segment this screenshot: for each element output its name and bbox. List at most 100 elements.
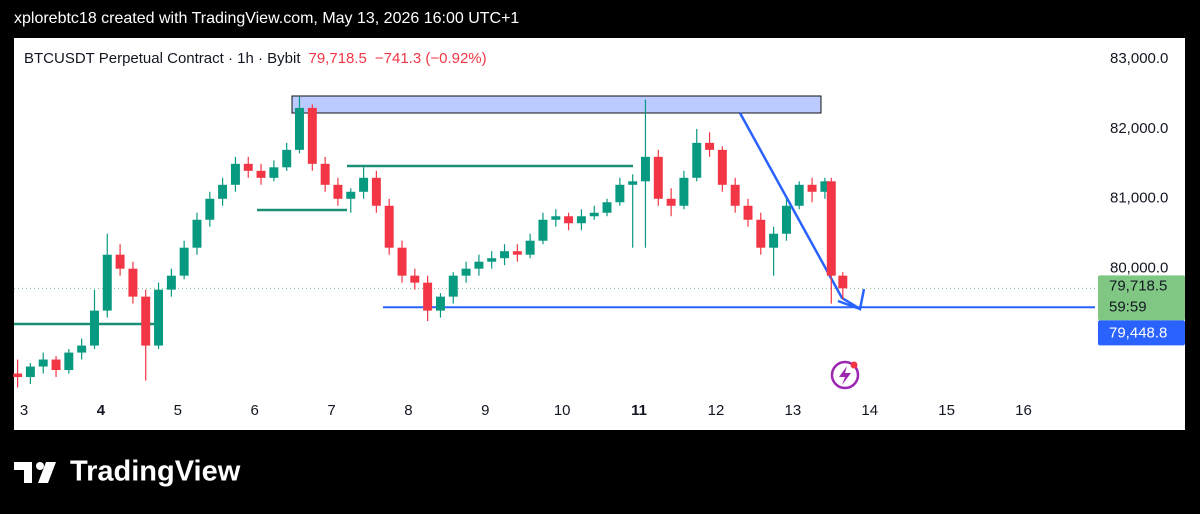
price-label: 79,448.8 — [1109, 324, 1167, 341]
candle-body — [807, 184, 817, 192]
candle-body — [115, 254, 125, 269]
candle-body — [51, 359, 61, 371]
candle-body — [500, 251, 510, 259]
candle-body — [838, 275, 848, 289]
candle-body — [576, 216, 586, 224]
x-tick-label: 12 — [708, 402, 725, 419]
y-tick-label: 81,000.0 — [1110, 190, 1168, 207]
candle-body — [38, 359, 48, 367]
candle-body — [333, 184, 343, 199]
candle-body — [141, 296, 151, 346]
candle-body — [282, 149, 292, 168]
candle-body — [90, 310, 99, 346]
candle-body — [25, 366, 35, 378]
candle-body — [192, 219, 202, 248]
brand-logo — [14, 462, 56, 483]
zone-box — [291, 95, 822, 114]
candle-body — [256, 170, 266, 178]
candle-body — [705, 142, 715, 150]
candle-body — [77, 345, 87, 353]
caption: xplorebtc18 created with TradingView.com… — [14, 10, 519, 27]
x-tick-label: 16 — [1015, 402, 1032, 419]
candle-body — [781, 205, 791, 234]
candle-body — [589, 212, 599, 217]
countdown: 59:59 — [1109, 298, 1147, 315]
candle-body — [538, 219, 548, 241]
candle-body — [743, 205, 753, 220]
icon-bolt — [839, 366, 851, 385]
candle-body — [717, 149, 727, 185]
candle-body — [435, 296, 445, 311]
price-change: −741.3 (−0.92%) — [375, 50, 487, 67]
candle-body — [448, 275, 458, 297]
candle-body — [756, 219, 766, 248]
candle-body — [564, 216, 574, 224]
icon-dot — [850, 361, 858, 369]
x-tick-label: 15 — [938, 402, 955, 419]
candle-body — [307, 107, 317, 164]
price-label-box — [1098, 320, 1185, 346]
symbol: BTCUSDT Perpetual Contract · 1h · Bybit — [24, 50, 301, 67]
icon-ring — [830, 360, 860, 390]
candle-body — [243, 163, 253, 171]
x-tick-label: 3 — [20, 402, 28, 419]
candle-body — [628, 181, 638, 185]
x-tick-label: 11 — [631, 402, 647, 419]
x-tick-label: 4 — [97, 402, 106, 419]
candle-body — [769, 233, 779, 248]
candle-body — [679, 177, 689, 206]
x-tick-label: 6 — [250, 402, 258, 419]
candle-body — [692, 142, 702, 178]
price-label: 79,718.5 — [1109, 277, 1167, 294]
candle-body — [487, 258, 497, 262]
candle-body — [602, 202, 612, 213]
candle-body — [230, 163, 240, 185]
brand-name: TradingView — [70, 456, 241, 488]
candle-body — [423, 282, 433, 311]
symbol-header: BTCUSDT Perpetual Contract · 1h · Bybit 7… — [24, 50, 487, 67]
y-tick-label: 83,000.0 — [1110, 50, 1168, 67]
candle-body — [512, 251, 522, 255]
candle-body — [474, 261, 484, 269]
x-tick-label: 10 — [554, 402, 571, 419]
lightning-icon — [830, 360, 860, 390]
candle-body — [218, 184, 228, 199]
candle-body — [64, 352, 74, 371]
y-tick-label: 80,000.0 — [1110, 260, 1168, 277]
candle-body — [653, 156, 663, 199]
candle-body — [102, 254, 112, 311]
candle-body — [820, 181, 830, 192]
candle-body — [294, 107, 304, 150]
candle-body — [410, 275, 420, 283]
last-price: 79,718.5 — [309, 50, 367, 67]
x-tick-label: 5 — [174, 402, 182, 419]
x-tick-label: 14 — [861, 402, 878, 419]
candle-body — [666, 198, 676, 206]
price-label-box — [1098, 275, 1185, 321]
candle-body — [461, 268, 471, 276]
drawings — [14, 95, 1095, 326]
candle-body — [346, 191, 356, 199]
x-tick-label: 8 — [404, 402, 412, 419]
candle-body — [154, 289, 164, 346]
candle-body — [179, 247, 189, 276]
candle-body — [640, 156, 650, 182]
candle-body — [166, 275, 176, 290]
candle-body — [384, 205, 394, 248]
candle-body — [269, 167, 279, 178]
candle-body — [730, 184, 740, 206]
logo-seven — [14, 462, 32, 483]
trend-arrow — [738, 112, 866, 311]
candle-body — [397, 247, 407, 276]
logo-dot — [36, 462, 44, 470]
candle-body — [794, 184, 804, 206]
candle-body — [615, 184, 625, 203]
candle-body — [359, 177, 369, 192]
candle-body — [826, 181, 836, 276]
logo-slash — [38, 462, 56, 483]
x-tick-label: 9 — [481, 402, 489, 419]
candle-body — [525, 240, 535, 255]
candle-body — [205, 198, 215, 220]
x-tick-label: 13 — [784, 402, 801, 419]
